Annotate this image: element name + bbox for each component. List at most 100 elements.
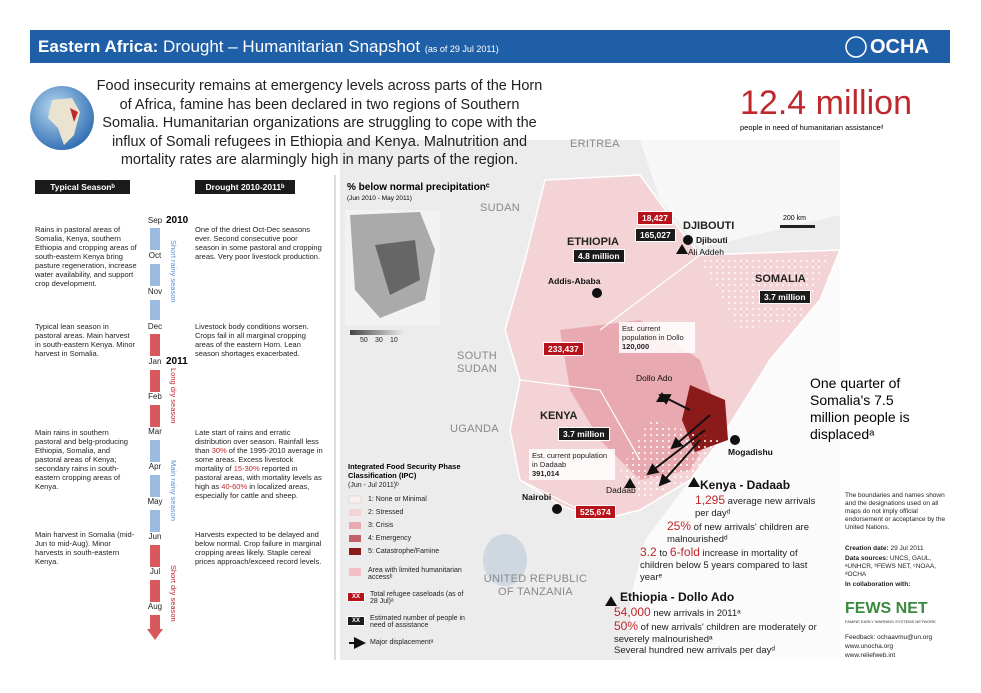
- figure: 54,000: [614, 605, 651, 619]
- month-label: Mar: [148, 427, 162, 436]
- year: 2011: [166, 356, 188, 367]
- ethiopia-line: 54,000 new arrivals in 2011ᵃ: [614, 606, 824, 620]
- month-label: Apr: [148, 462, 162, 471]
- url: www.reliefweb.int: [845, 652, 896, 659]
- camp-icon: [624, 478, 636, 488]
- city-label: Nairobi: [522, 492, 552, 502]
- refugee-figure: 233,437: [543, 342, 584, 356]
- legend-period: (Jun - Jul 2011)ᵇ: [348, 482, 399, 489]
- refugee-figure: 18,427: [637, 211, 673, 225]
- logo: OCHA: [870, 36, 929, 58]
- season-label: Short dry season: [169, 565, 178, 622]
- drought-text: Late start of rains and erratic distribu…: [195, 428, 323, 500]
- inset-legend: 30: [375, 337, 383, 344]
- city-label: Ali Addeh: [688, 247, 724, 257]
- kenya-line: 25% of new arrivals' children are malnou…: [667, 520, 827, 546]
- typical-text: Main rains in southern pastoral and belg…: [35, 428, 128, 491]
- country-label: SOMALIA: [755, 273, 806, 285]
- legend-item: Major displacementᵃ: [370, 639, 434, 646]
- legend-swatch: XX: [347, 592, 366, 602]
- legend-item: 5: Catastrophe/Famine: [368, 548, 440, 555]
- figure: 6-fold: [669, 545, 700, 559]
- note-value: 29 Jul 2011: [890, 545, 924, 552]
- capital-icon: [730, 435, 740, 445]
- need-figure: 3.7 million: [558, 427, 610, 441]
- refugee-figure: 525,674: [575, 505, 616, 519]
- section-title: Ethiopia - Dollo Ado: [620, 590, 735, 604]
- city-label: Addis-Ababa: [548, 276, 601, 286]
- header-bar: [30, 30, 950, 63]
- typical-header: Typical Seasonᵇ: [35, 180, 130, 194]
- country-label: SOUTH SUDAN: [456, 350, 497, 375]
- creation: Creation date: 29 Jul 2011: [845, 545, 950, 553]
- sources: Data sources: UNCS, GAUL, ᵃUNHCR, ᵇFEWS …: [845, 555, 950, 579]
- country-label: KENYA: [540, 410, 578, 422]
- legend-item: Total refugee caseloads (as of 28 Jul)ᵃ: [370, 591, 464, 605]
- capital-icon: [683, 235, 693, 245]
- drought-header: Drought 2010-2011ᵇ: [195, 180, 295, 194]
- month-label: Jul: [149, 567, 161, 576]
- globe-highlight: [70, 108, 78, 122]
- figure: 25%: [667, 519, 692, 533]
- drought-text: Livestock body conditions worsen. Crops …: [195, 322, 323, 358]
- collab: In collaboration with:: [845, 581, 911, 588]
- country-label: ERITREA: [570, 138, 620, 150]
- text-highlight: 30%: [211, 446, 227, 455]
- text-part: increase in mortality of children below …: [640, 548, 808, 583]
- capital-icon: [552, 504, 562, 514]
- dollo-box: Est. current population in Dollo 120,000: [619, 322, 695, 353]
- note-label: Creation date:: [845, 545, 889, 552]
- box-value: 391,014: [532, 469, 560, 478]
- box-label: Est. current population in Dadaab: [532, 451, 608, 469]
- city-label: Dadaab: [606, 485, 636, 495]
- inset-legend: 10: [390, 337, 398, 344]
- month-label: Sep: [147, 216, 163, 225]
- figure: 50%: [614, 619, 639, 633]
- section-title: Kenya - Dadaab: [700, 478, 791, 492]
- figure: 1,295: [695, 493, 726, 507]
- text-part: of the 1995-2010 average in some areas. …: [195, 446, 323, 473]
- capital-icon: [592, 288, 602, 298]
- text-part: Several hundred new arrivals per dayᵈ: [614, 645, 775, 656]
- camp-icon: [676, 244, 688, 254]
- legend-title: Integrated Food Security Phase Classific…: [348, 462, 461, 480]
- month-label: Feb: [148, 392, 162, 401]
- text-part: in localized areas, especially for cattl…: [195, 482, 310, 500]
- figure: 3.2: [640, 545, 657, 559]
- camp-icon: [688, 477, 700, 487]
- month-label: May: [147, 497, 163, 506]
- month-label: Dec: [147, 322, 163, 331]
- legend-item: 1: None or Minimal: [368, 496, 427, 503]
- box-value: 120,000: [622, 342, 650, 351]
- headline-value: 12.4 million: [740, 84, 912, 122]
- note-value: UNCS, GAUL, ᵃUNHCR, ᵇFEWS NET, ᶜNOAA, ᵈO…: [845, 555, 936, 578]
- need-figure: 3.7 million: [759, 290, 811, 304]
- country-label: DJIBOUTI: [683, 220, 735, 232]
- scale-label: 200 km: [783, 215, 806, 222]
- legend-swatches: [348, 495, 366, 649]
- legend-item: 2: Stressed: [368, 509, 404, 516]
- inset-title: % below normal precipitationᶜ: [347, 182, 490, 193]
- text-part: of new arrivals' children are moderately…: [614, 622, 817, 645]
- text-part: new arrivals in 2011ᵃ: [650, 608, 741, 619]
- month-label: Nov: [147, 287, 163, 296]
- fews-logo: FEWS NET: [845, 600, 928, 617]
- city-label: Dollo Ado: [636, 373, 673, 383]
- ethiopia-line: 50% of new arrivals' children are modera…: [614, 620, 824, 646]
- timeline-bar: [147, 228, 163, 640]
- text-highlight: 40-60%: [221, 482, 248, 491]
- title-date: (as of 29 Jul 2011): [424, 44, 499, 54]
- country-label: SUDAN: [480, 202, 521, 214]
- text-part: Livestock body conditions worsen. Crops …: [195, 322, 309, 358]
- season-label: Main rainy season: [169, 460, 178, 521]
- text-part: average new arrivals per dayᵈ: [695, 496, 816, 519]
- text-part: One of the driest Oct-Dec seasons ever. …: [195, 225, 322, 261]
- country-label: ETHIOPIA: [567, 236, 619, 248]
- camp-icon: [605, 596, 617, 606]
- inset-period: (Jun 2010 - May 2011): [347, 195, 412, 202]
- text-part: of new arrivals' children are malnourish…: [667, 522, 810, 545]
- legend-item: Estimated number of people in need of as…: [370, 615, 465, 629]
- feedback: Feedback: ochaavmu@un.org: [845, 634, 933, 641]
- disclaimer: The boundaries and names shown and the d…: [845, 492, 946, 531]
- need-figure: 4.8 million: [573, 249, 625, 263]
